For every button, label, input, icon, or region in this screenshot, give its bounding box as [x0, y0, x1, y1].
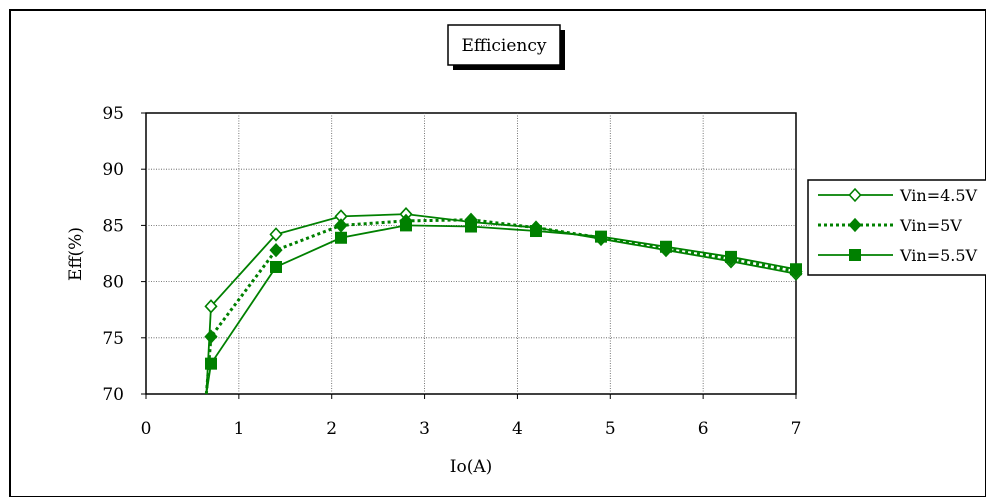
- data-point: [530, 225, 542, 238]
- data-point: [204, 329, 218, 344]
- data-point: [204, 299, 218, 314]
- series-group: [204, 206, 803, 395]
- x-tick-label: 6: [698, 419, 709, 439]
- y-tick-label: 90: [102, 160, 124, 180]
- x-axis-ticks: 0 1 2 3 4 5 6 7: [141, 394, 802, 439]
- title-box: Efficiency: [447, 24, 565, 70]
- data-point: [269, 227, 283, 242]
- x-tick-label: 1: [233, 419, 244, 439]
- y-tick-label: 95: [102, 104, 124, 124]
- legend-swatch-marker: [848, 187, 862, 203]
- x-tick-label: 4: [512, 419, 523, 439]
- legend-label: Vin=4.5V: [899, 186, 978, 205]
- x-tick-label: 0: [141, 419, 152, 439]
- x-tick-label: 7: [791, 419, 802, 439]
- legend-entry: Vin=4.5V: [818, 186, 978, 205]
- legend-swatch-marker: [848, 217, 862, 233]
- data-point: [725, 250, 737, 263]
- data-point: [595, 230, 607, 243]
- legend-label: Vin=5.5V: [899, 246, 978, 265]
- data-point: [335, 231, 347, 244]
- x-tick-label: 2: [326, 419, 337, 439]
- data-point: [269, 242, 283, 258]
- x-tick-label: 3: [419, 419, 430, 439]
- y-axis-ticks: 70 75 80 85 90 95: [102, 104, 146, 405]
- series-line: [204, 218, 797, 395]
- y-tick-label: 75: [102, 329, 124, 349]
- chart-title: Efficiency: [461, 36, 546, 56]
- x-axis-label: Io(A): [450, 457, 493, 477]
- data-point: [334, 218, 348, 233]
- data-point: [270, 260, 282, 273]
- series-3: [205, 219, 802, 395]
- legend-label: Vin=5V: [899, 216, 962, 235]
- y-tick-label: 85: [102, 216, 124, 236]
- data-point: [205, 357, 217, 370]
- data-point: [465, 220, 477, 233]
- data-point: [660, 240, 672, 253]
- x-tick-label: 5: [605, 419, 616, 439]
- data-point: [790, 263, 802, 276]
- y-axis-label: Eff(%): [66, 227, 86, 281]
- title-border: [447, 24, 561, 66]
- legend-entry: Vin=5.5V: [818, 246, 978, 265]
- y-tick-label: 80: [102, 273, 124, 293]
- legend-entry: Vin=5V: [818, 216, 962, 235]
- y-tick-label: 70: [102, 385, 124, 405]
- legend: Vin=4.5V Vin=5V Vin=5.5V: [807, 179, 986, 276]
- legend-swatch-marker: [849, 249, 861, 261]
- data-point: [400, 219, 412, 232]
